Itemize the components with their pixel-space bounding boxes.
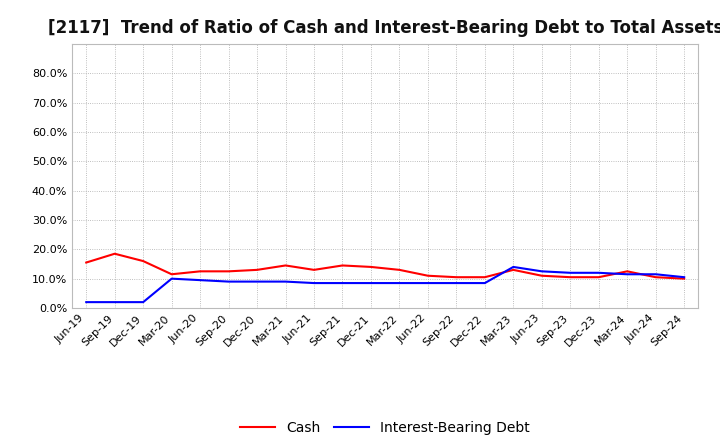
Cash <box>196 269 204 274</box>
Cash <box>253 267 261 272</box>
Interest-Bearing Debt <box>310 280 318 286</box>
Cash <box>623 269 631 274</box>
Legend: Cash, Interest-Bearing Debt: Cash, Interest-Bearing Debt <box>235 415 536 440</box>
Cash <box>452 275 461 280</box>
Cash <box>338 263 347 268</box>
Cash <box>480 275 489 280</box>
Interest-Bearing Debt <box>537 269 546 274</box>
Cash <box>566 275 575 280</box>
Interest-Bearing Debt <box>282 279 290 284</box>
Interest-Bearing Debt <box>167 276 176 281</box>
Cash <box>310 267 318 272</box>
Cash <box>423 273 432 279</box>
Interest-Bearing Debt <box>480 280 489 286</box>
Interest-Bearing Debt <box>652 271 660 277</box>
Interest-Bearing Debt <box>366 280 375 286</box>
Interest-Bearing Debt <box>253 279 261 284</box>
Interest-Bearing Debt <box>423 280 432 286</box>
Cash <box>167 271 176 277</box>
Interest-Bearing Debt <box>338 280 347 286</box>
Cash <box>595 275 603 280</box>
Interest-Bearing Debt <box>452 280 461 286</box>
Cash <box>680 276 688 281</box>
Interest-Bearing Debt <box>566 270 575 275</box>
Interest-Bearing Debt <box>110 300 119 305</box>
Interest-Bearing Debt <box>395 280 404 286</box>
Interest-Bearing Debt <box>680 275 688 280</box>
Interest-Bearing Debt <box>509 264 518 270</box>
Interest-Bearing Debt <box>623 271 631 277</box>
Cash <box>537 273 546 279</box>
Title: [2117]  Trend of Ratio of Cash and Interest-Bearing Debt to Total Assets: [2117] Trend of Ratio of Cash and Intere… <box>48 19 720 37</box>
Interest-Bearing Debt <box>82 300 91 305</box>
Interest-Bearing Debt <box>595 270 603 275</box>
Cash <box>282 263 290 268</box>
Line: Interest-Bearing Debt: Interest-Bearing Debt <box>86 267 684 302</box>
Cash <box>139 258 148 264</box>
Cash <box>82 260 91 265</box>
Cash <box>366 264 375 270</box>
Cash <box>652 275 660 280</box>
Cash <box>110 251 119 257</box>
Interest-Bearing Debt <box>139 300 148 305</box>
Interest-Bearing Debt <box>196 278 204 283</box>
Cash <box>509 267 518 272</box>
Cash <box>395 267 404 272</box>
Interest-Bearing Debt <box>225 279 233 284</box>
Line: Cash: Cash <box>86 254 684 279</box>
Cash <box>225 269 233 274</box>
